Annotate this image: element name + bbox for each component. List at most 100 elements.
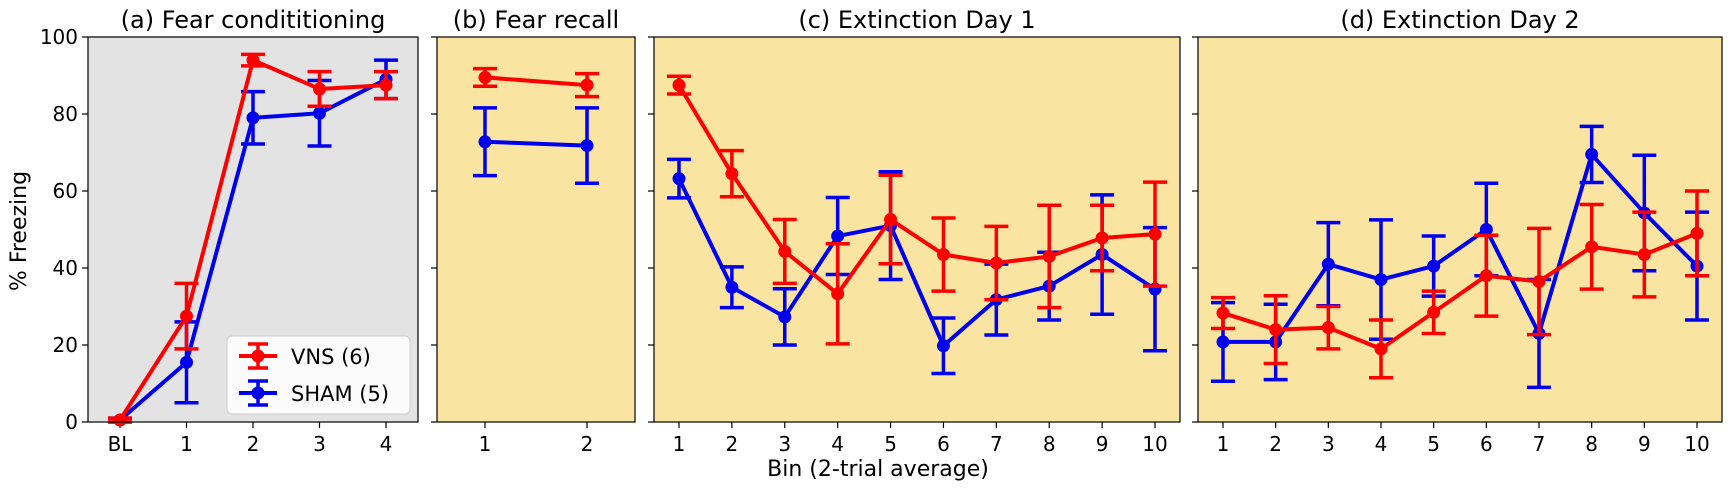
data-point xyxy=(1479,223,1493,236)
series-sham xyxy=(473,106,599,186)
panel-4: (d) Extinction Day 2 1 2 3 4 5 6 7 8 9 10 xyxy=(1192,6,1723,456)
plot-frame xyxy=(653,36,1181,423)
legend-marker xyxy=(251,349,265,363)
data-point xyxy=(1321,321,1335,335)
data-point xyxy=(1095,231,1109,245)
data-point xyxy=(1427,259,1441,273)
data-point xyxy=(1690,226,1704,240)
plot-area xyxy=(1198,37,1722,422)
data-point xyxy=(478,70,492,84)
data-point xyxy=(725,280,739,294)
x-tick-label: 2 xyxy=(726,432,739,456)
data-point xyxy=(1042,249,1056,263)
y-axis-label: % Freezing xyxy=(7,171,32,291)
data-point xyxy=(113,413,127,427)
x-axis-label: Bin (2-trial average) xyxy=(767,457,989,482)
x-tick-label: 6 xyxy=(937,432,950,456)
data-point xyxy=(580,78,594,92)
legend: VNS (6) SHAM (5) xyxy=(226,335,411,415)
panel-3: (c) Extinction Day 1 1 2 3 4 5 6 7 8 9 10 xyxy=(648,6,1181,456)
y-tick-label: 20 xyxy=(53,333,78,357)
data-point xyxy=(1374,342,1388,356)
plot-frame xyxy=(1197,36,1723,423)
series-vns xyxy=(108,52,398,427)
data-point xyxy=(884,212,898,226)
x-tick-label: 8 xyxy=(1585,432,1598,456)
x-tick-label: 3 xyxy=(313,432,326,456)
legend-label: SHAM (5) xyxy=(291,382,389,406)
y-tick-label: 100 xyxy=(40,25,78,49)
panel-1: (a) Fear condititioning 0 20 40 60 80 100 BL 1 2 3… xyxy=(40,6,419,456)
x-tick-label: 1 xyxy=(673,432,686,456)
x-tick-label: 3 xyxy=(1322,432,1335,456)
plot-area xyxy=(437,37,635,422)
data-point xyxy=(672,78,686,92)
plot-frame xyxy=(87,36,419,423)
data-point xyxy=(1479,269,1493,283)
data-point xyxy=(313,106,326,120)
x-tick-label: 5 xyxy=(1427,432,1440,456)
x-tick-label: 2 xyxy=(581,432,594,456)
y-tick-label: 0 xyxy=(65,410,78,434)
data-point xyxy=(580,139,594,153)
panel-title: (c) Extinction Day 1 xyxy=(798,6,1035,34)
panel-title: (b) Fear recall xyxy=(453,6,619,34)
x-tick-label: 1 xyxy=(479,432,492,456)
data-point xyxy=(1585,147,1599,161)
data-point xyxy=(831,229,845,243)
x-tick-label: 6 xyxy=(1480,432,1493,456)
data-point xyxy=(246,111,260,125)
x-tick-label: BL xyxy=(108,432,134,456)
data-point xyxy=(379,78,393,92)
series-vns xyxy=(1211,189,1709,380)
series-line xyxy=(1222,231,1698,351)
series-line xyxy=(1223,152,1699,344)
x-tick-label: 10 xyxy=(1142,432,1167,456)
x-tick-label: 5 xyxy=(884,432,897,456)
x-tick-label: 2 xyxy=(1269,432,1282,456)
series-line xyxy=(677,84,1156,296)
series-vns xyxy=(667,74,1167,346)
data-point xyxy=(1637,248,1651,262)
data-point xyxy=(778,310,792,324)
data-point xyxy=(478,135,492,149)
y-tick-label: 60 xyxy=(53,179,78,203)
y-tick-label: 80 xyxy=(53,102,78,126)
x-tick-label: 4 xyxy=(1375,432,1388,456)
data-point xyxy=(1374,273,1388,287)
data-point xyxy=(246,53,260,67)
data-point xyxy=(778,244,792,258)
x-tick-label: 9 xyxy=(1638,432,1651,456)
data-point xyxy=(1216,306,1230,320)
data-point xyxy=(180,309,193,323)
series-vns xyxy=(473,66,599,99)
data-point xyxy=(1216,335,1230,349)
panel-title: (d) Extinction Day 2 xyxy=(1340,6,1579,34)
data-point xyxy=(1321,257,1335,271)
data-point xyxy=(1148,227,1162,241)
x-tick-label: 1 xyxy=(1217,432,1230,456)
x-tick-label: 10 xyxy=(1684,432,1709,456)
data-point xyxy=(1585,240,1599,254)
x-tick-label: 4 xyxy=(831,432,844,456)
data-point xyxy=(831,287,845,301)
data-point xyxy=(672,172,686,186)
panel-2: (b) Fear recall 1 2 xyxy=(431,6,636,456)
data-point xyxy=(1269,323,1283,337)
x-tick-label: 8 xyxy=(1043,432,1056,456)
y-tick-label: 40 xyxy=(53,256,78,280)
data-point xyxy=(989,256,1003,270)
x-tick-label: 4 xyxy=(380,432,393,456)
data-point xyxy=(180,355,193,369)
x-tick-label: 2 xyxy=(247,432,260,456)
series-line xyxy=(484,139,588,148)
series-line xyxy=(677,177,1157,348)
x-tick-label: 7 xyxy=(990,432,1003,456)
data-point xyxy=(725,167,739,181)
plot-frame xyxy=(436,36,636,423)
data-point xyxy=(1427,305,1441,319)
panel-title: (a) Fear condititioning xyxy=(121,6,386,34)
plot-area xyxy=(654,37,1180,422)
x-tick-label: 7 xyxy=(1533,432,1546,456)
